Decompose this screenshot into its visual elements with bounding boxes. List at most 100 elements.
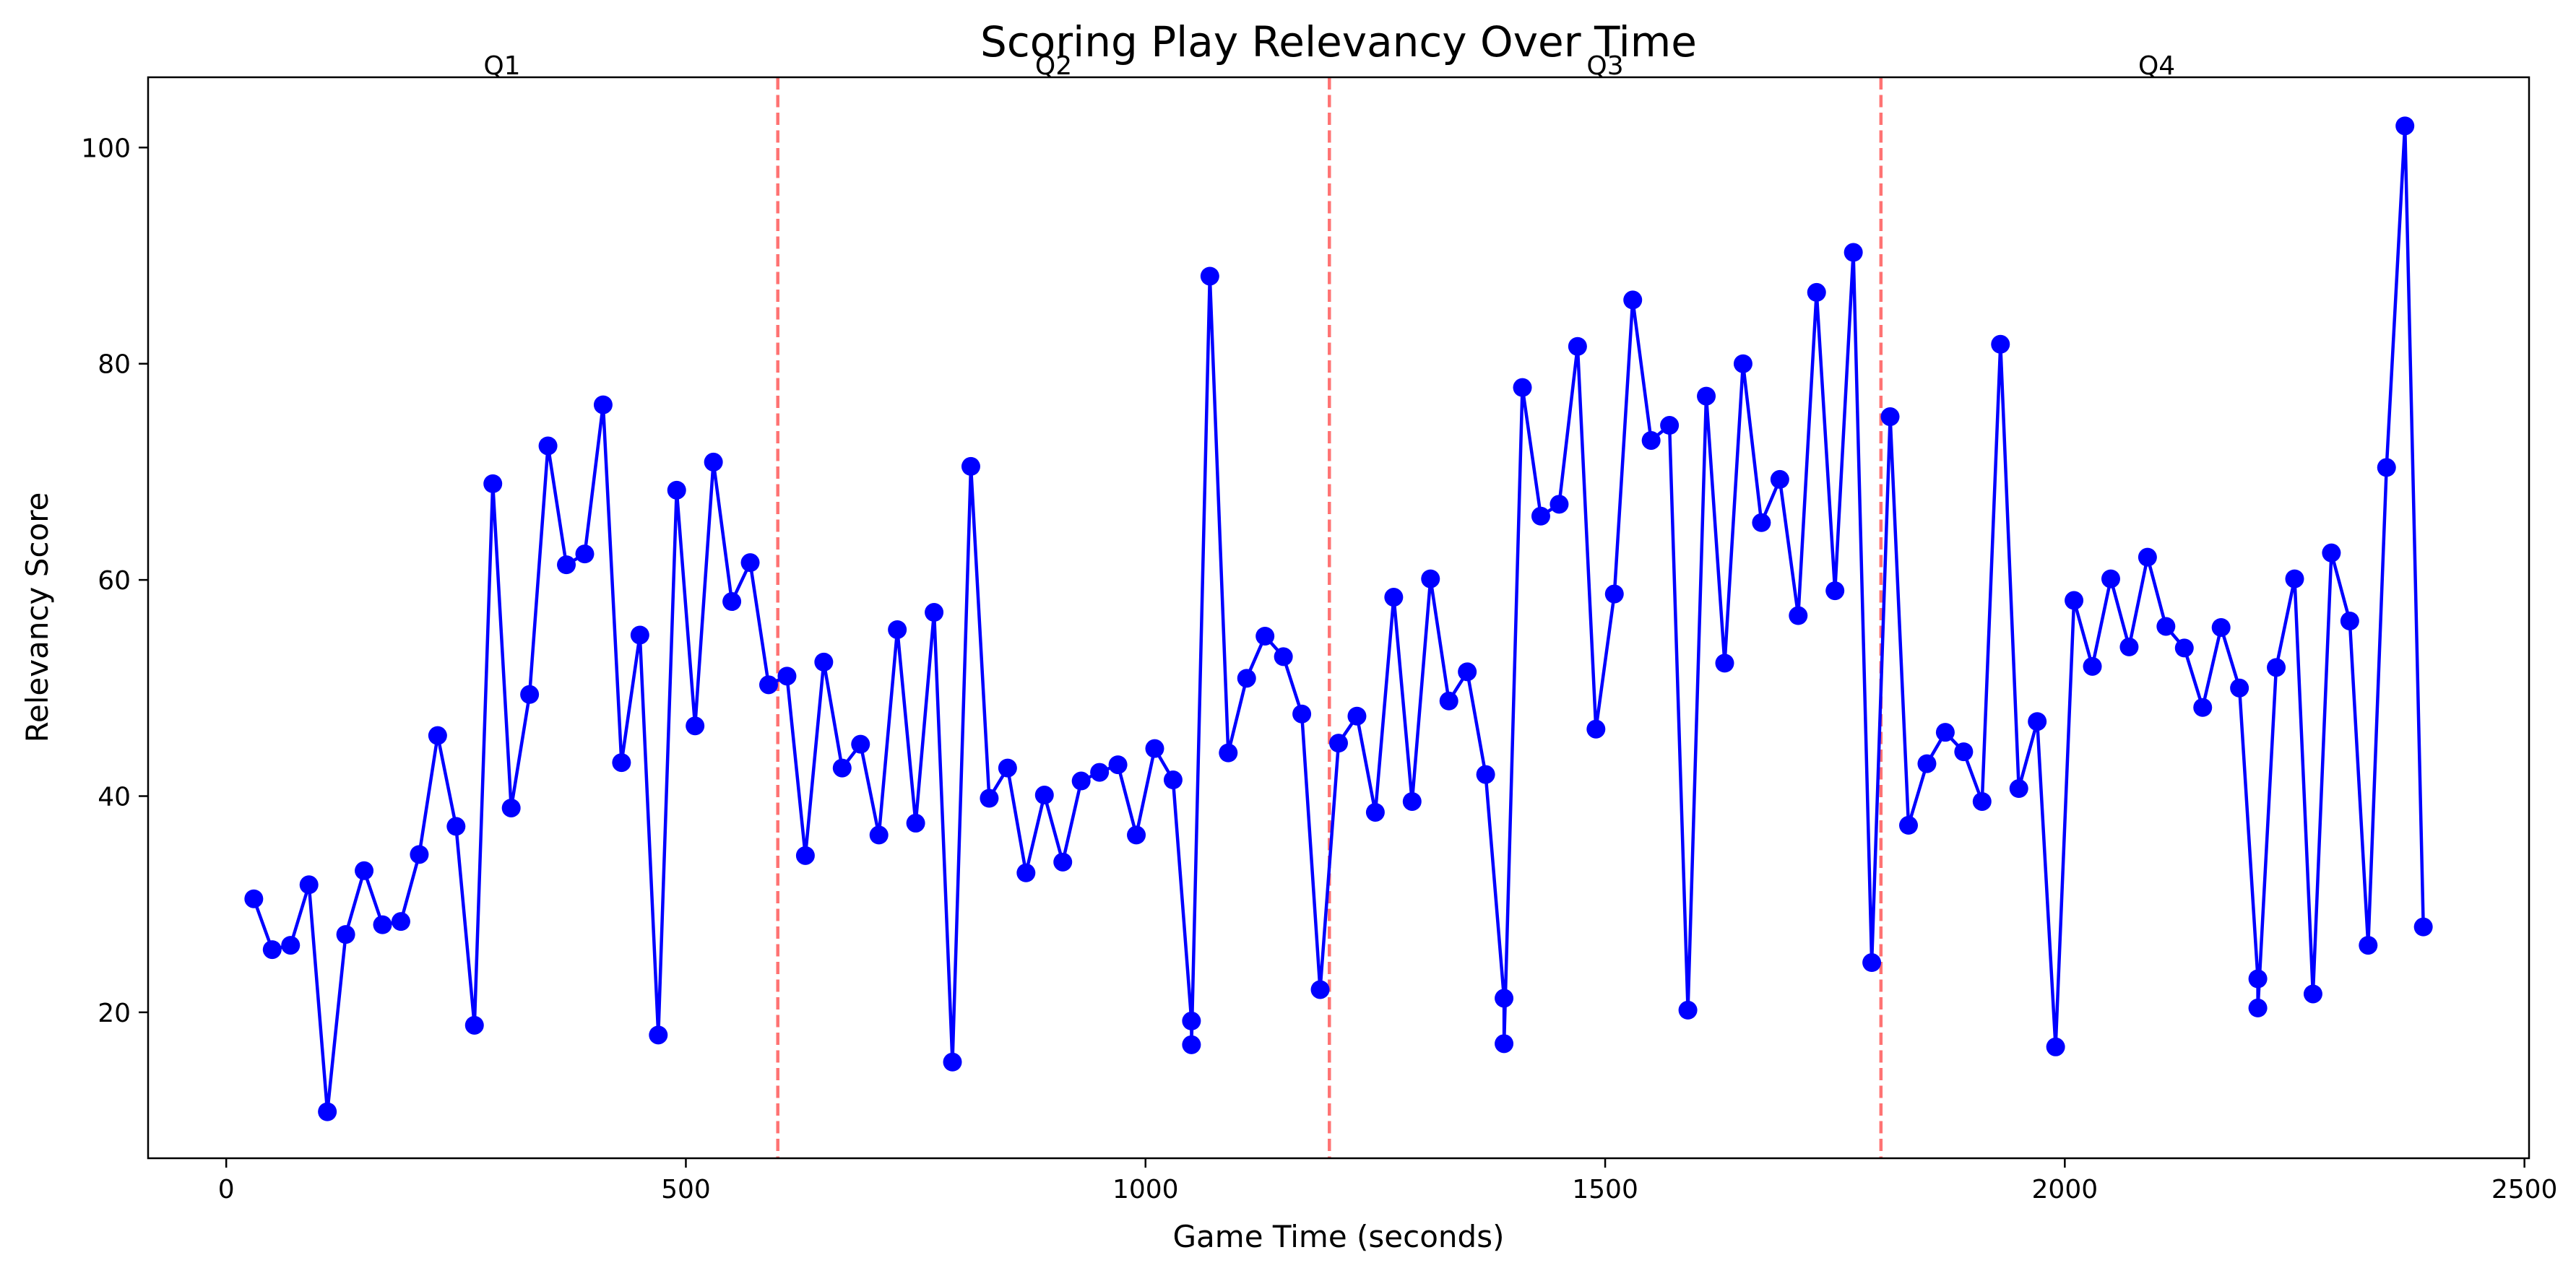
data-point [1145, 739, 1164, 758]
data-point [1807, 282, 1826, 302]
data-point [2303, 984, 2322, 1004]
data-point [2340, 611, 2359, 630]
y-tick-label: 80 [98, 350, 131, 380]
data-point [1495, 1034, 1514, 1054]
data-point [557, 555, 576, 575]
data-point [1604, 584, 1624, 604]
data-point [2028, 712, 2047, 731]
x-tick-label: 500 [661, 1175, 711, 1204]
data-point [593, 395, 613, 414]
data-point [2065, 591, 2084, 610]
data-point [336, 925, 355, 945]
data-point [1365, 802, 1385, 822]
data-point [925, 603, 944, 622]
data-point [355, 861, 374, 880]
data-point [777, 666, 797, 686]
data-point [906, 813, 925, 833]
series-line-group [252, 124, 2425, 1113]
data-point [2359, 936, 2378, 955]
data-point [1770, 469, 1789, 489]
x-tick-label: 2500 [2491, 1175, 2558, 1204]
data-point [520, 685, 540, 704]
data-point [1550, 495, 1569, 514]
data-point [1200, 266, 1219, 286]
data-point [2101, 569, 2120, 589]
data-point [1439, 691, 1458, 711]
data-point-group [244, 116, 2433, 1121]
data-point [2009, 779, 2028, 799]
data-point [1108, 755, 1128, 775]
data-point [1972, 791, 1992, 811]
data-point [373, 915, 392, 934]
data-point [1935, 723, 1955, 742]
data-point [2083, 656, 2102, 676]
data-point [1825, 581, 1845, 601]
data-point [262, 940, 282, 960]
data-point [998, 758, 1017, 778]
y-tick-label: 20 [98, 999, 131, 1028]
data-point [1531, 506, 1550, 526]
data-point [1182, 1035, 1201, 1054]
data-point [446, 817, 466, 836]
x-axis-label: Game Time (seconds) [1173, 1219, 1505, 1254]
data-point [1310, 980, 1330, 999]
data-point [1071, 771, 1091, 791]
data-point [1862, 953, 1882, 973]
x-tick-label: 0 [218, 1175, 235, 1204]
data-point [1237, 669, 1256, 688]
data-point [1347, 706, 1367, 726]
data-point [1917, 754, 1937, 773]
plot-area-frame [147, 76, 2530, 1160]
data-point [649, 1025, 668, 1045]
data-point [2119, 637, 2139, 656]
data-point [2138, 547, 2157, 567]
quarter-label: Q4 [2138, 51, 2175, 81]
data-point [1476, 765, 1495, 784]
data-point [244, 889, 264, 908]
data-point [1641, 430, 1661, 450]
data-point [758, 675, 778, 695]
y-axis-label: Relevancy Score [20, 492, 55, 743]
data-point [2395, 116, 2415, 136]
data-point [2248, 998, 2268, 1017]
data-point [814, 652, 834, 672]
series-line [252, 124, 2425, 1113]
data-point [2230, 678, 2249, 698]
data-point [1991, 334, 2010, 354]
data-point [391, 912, 410, 932]
data-point [1127, 825, 1146, 845]
data-point [1016, 863, 1036, 882]
data-point [1292, 704, 1312, 724]
x-tick-label: 1000 [1112, 1175, 1179, 1204]
data-point [2156, 617, 2176, 636]
data-point [2267, 658, 2286, 677]
data-point [1458, 662, 1477, 682]
data-point [630, 625, 649, 645]
data-point [410, 845, 429, 864]
data-point [281, 936, 301, 955]
data-point [1421, 569, 1440, 589]
data-point [1697, 386, 1716, 406]
data-point [1844, 243, 1863, 262]
data-point [722, 592, 742, 612]
y-tick-label: 100 [81, 134, 131, 163]
data-point [1053, 852, 1073, 872]
data-point [428, 726, 447, 745]
y-axis-ticks: 20 40 60 80 100 [81, 134, 148, 1028]
data-point [869, 825, 889, 845]
data-point [1586, 719, 1606, 739]
data-point [1034, 786, 1054, 805]
data-point [1899, 815, 1919, 835]
data-point [1255, 626, 1275, 646]
data-point [1880, 407, 1900, 427]
data-point [538, 436, 558, 456]
data-point [980, 789, 999, 808]
data-point [318, 1102, 337, 1121]
data-point [961, 456, 980, 476]
quarter-label-group: Q1 Q2 Q3 Q4 [483, 51, 2175, 81]
data-point [704, 452, 723, 472]
data-point [795, 846, 815, 865]
data-point [1568, 336, 1587, 356]
